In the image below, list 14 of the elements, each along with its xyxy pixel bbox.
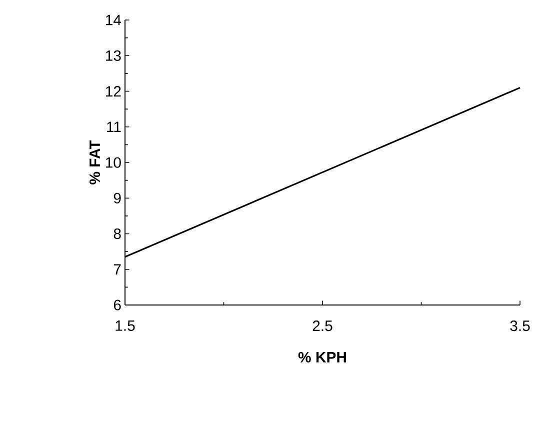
- y-tick-label: 8: [114, 228, 121, 240]
- x-tick-label: 2.5: [312, 320, 332, 332]
- x-tick-label: 3.5: [510, 320, 530, 332]
- y-tick-label: 11: [107, 122, 121, 132]
- y-tick-label: 13: [106, 50, 121, 61]
- y-tick-label: 6: [114, 300, 121, 310]
- y-tick-label: 14: [106, 14, 122, 26]
- y-axis-title: % FAT: [90, 140, 100, 184]
- x-tick-label: 1.5: [116, 320, 135, 331]
- y-tick-label: 7: [114, 264, 121, 275]
- y-tick-label: 12: [106, 86, 121, 96]
- y-tick-label: 10: [106, 157, 121, 168]
- y-tick-label: 9: [114, 192, 121, 204]
- x-axis-title: % KPH: [298, 352, 346, 362]
